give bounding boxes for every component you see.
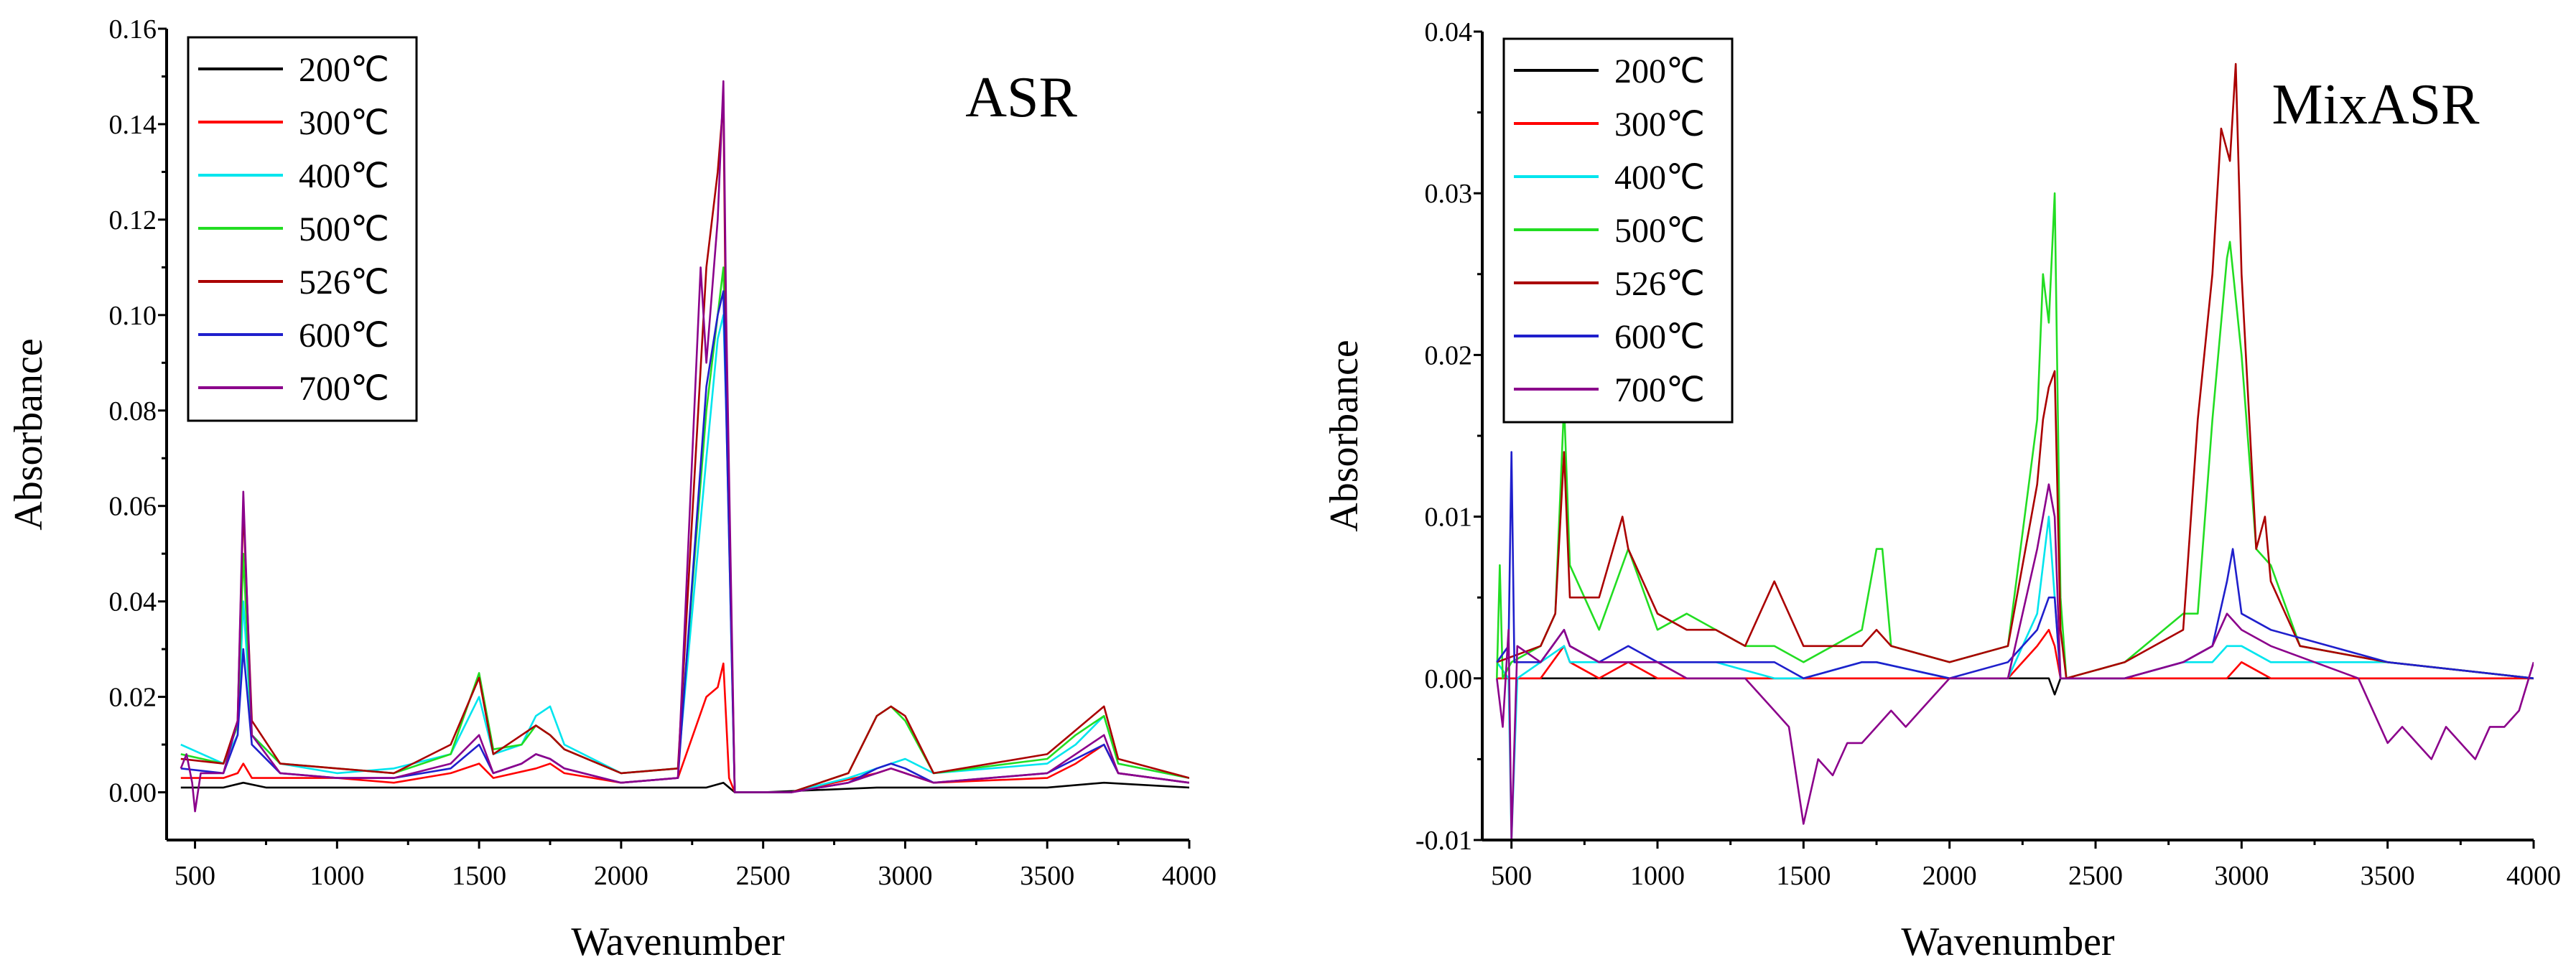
y-tick-label: 0.10 [109, 301, 157, 331]
x-tick-label: 1000 [310, 861, 364, 891]
y-tick-label: 0.06 [109, 492, 157, 522]
legend-entry: 600℃ [299, 317, 389, 355]
y-tick-label: 0.02 [109, 683, 157, 713]
series-line-7 [180, 80, 1189, 813]
chart-title: MixASR [2272, 73, 2480, 136]
series-group [180, 80, 1189, 813]
x-tick-label: 500 [1491, 861, 1532, 891]
legend-box [187, 36, 418, 422]
y-tick-label: 0.00 [1425, 664, 1473, 694]
legend-entry: 200℃ [1614, 52, 1705, 90]
x-tick-label: 2500 [736, 861, 791, 891]
y-tick-label: 0.16 [109, 14, 157, 45]
x-tick-label: 3500 [2361, 861, 2415, 891]
x-tick-label: 1500 [452, 861, 506, 891]
legend-entry: 526℃ [1614, 265, 1705, 303]
y-tick-label: 0.01 [1425, 503, 1473, 533]
x-axis-label: Wavenumber [1901, 920, 2114, 964]
y-axis-label: Absorbance [1322, 340, 1367, 531]
y-tick-label: 0.03 [1425, 179, 1473, 209]
legend-entry: 300℃ [1614, 106, 1705, 144]
y-tick-label: 0.12 [109, 205, 157, 235]
series-line-1 [180, 781, 1189, 793]
legend-entry: 700℃ [299, 370, 389, 408]
legend-entry: 500℃ [299, 210, 389, 248]
x-tick-label: 500 [175, 861, 215, 891]
series-group [1496, 62, 2534, 840]
x-tick-label: 3500 [1020, 861, 1074, 891]
chart-mixasr: -0.01 0.00 0.01 0.02 0.03 0.04 500 1000 1500 2000… [1322, 17, 2561, 964]
y-tick-label: 0.14 [109, 110, 157, 140]
legend-entry: 700℃ [1614, 371, 1705, 409]
y-tick-label: 0.00 [109, 778, 157, 808]
series-line-5 [1496, 62, 2534, 680]
legend-entry: 400℃ [1614, 159, 1705, 197]
x-tick-label: 3000 [878, 861, 932, 891]
y-tick-label: 0.02 [1425, 340, 1473, 370]
x-tick-label: 4000 [2506, 861, 2561, 891]
y-tick-label: 0.08 [109, 396, 157, 426]
legend-entry: 400℃ [299, 157, 389, 195]
y-tick-label: -0.01 [1415, 826, 1472, 856]
legend-entry: 300℃ [299, 104, 389, 142]
y-tick-label: 0.04 [109, 587, 157, 617]
series-line-7 [1496, 483, 2534, 840]
legend: 200℃ 300℃ 400℃ 500℃ 526℃ 600℃ 700℃ [187, 36, 418, 422]
legend-entry: 200℃ [299, 51, 389, 89]
x-tick-label: 1000 [1630, 861, 1685, 891]
y-axis-label: Absorbance [6, 338, 51, 530]
series-line-1 [1497, 677, 2534, 696]
legend: 200℃ 300℃ 400℃ 500℃ 526℃ 600℃ 700℃ [1502, 37, 1734, 424]
legend-entry: 600℃ [1614, 318, 1705, 356]
y-tick-label: 0.04 [1425, 17, 1473, 47]
x-tick-label: 1500 [1776, 861, 1831, 891]
chart-asr: 0.00 0.02 0.04 0.06 0.08 0.10 0.12 0.14 0.16 500 1… [6, 14, 1217, 964]
x-tick-label: 4000 [1162, 861, 1217, 891]
x-axis-label: Wavenumber [571, 920, 784, 964]
x-tick-label: 2500 [2068, 861, 2123, 891]
legend-entry: 500℃ [1614, 212, 1705, 250]
x-tick-label: 3000 [2214, 861, 2269, 891]
chart-title: ASR [965, 66, 1077, 129]
legend-entry: 526℃ [299, 263, 389, 302]
x-tick-label: 2000 [594, 861, 648, 891]
x-tick-label: 2000 [1922, 861, 1977, 891]
